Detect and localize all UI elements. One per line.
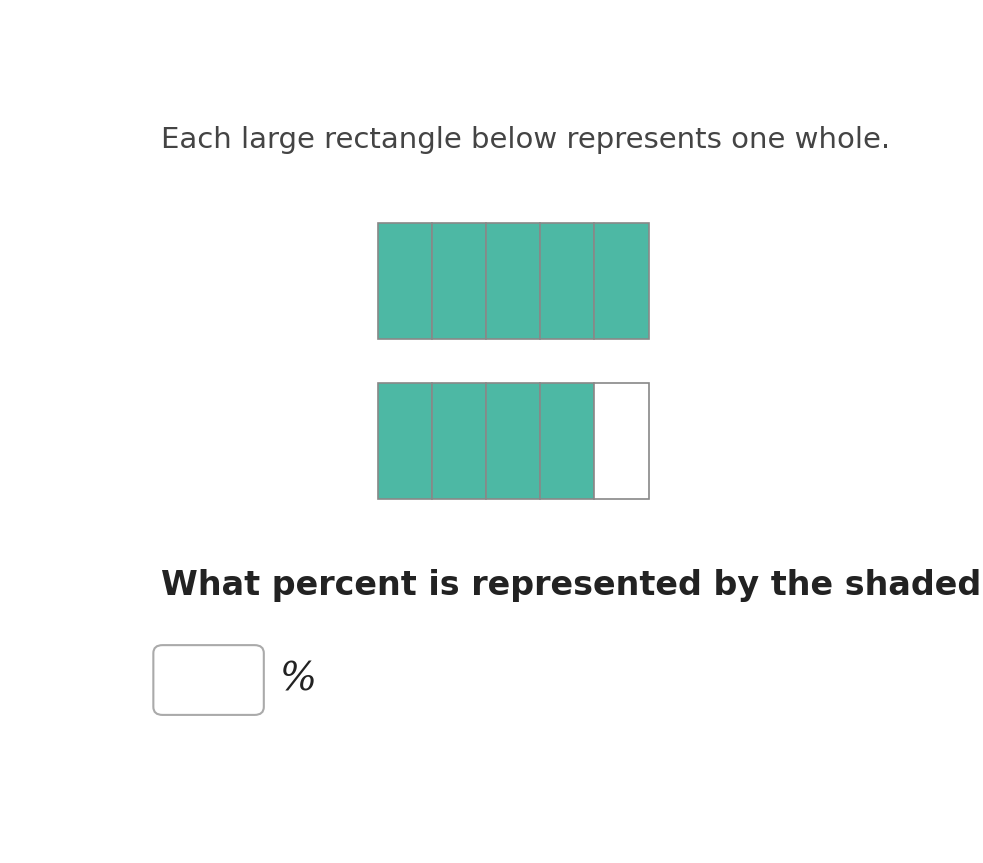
Bar <box>595 382 649 499</box>
Bar <box>378 224 433 339</box>
Bar <box>595 224 649 339</box>
Bar <box>541 224 595 339</box>
Bar <box>487 224 541 339</box>
Bar <box>378 382 433 499</box>
Bar <box>487 382 541 499</box>
Bar <box>433 224 487 339</box>
Text: Each large rectangle below represents one whole.: Each large rectangle below represents on… <box>161 126 890 154</box>
Bar <box>433 382 487 499</box>
Text: What percent is represented by the shaded area?: What percent is represented by the shade… <box>161 569 983 602</box>
Text: %: % <box>279 661 317 698</box>
FancyBboxPatch shape <box>153 646 263 715</box>
Bar <box>541 382 595 499</box>
